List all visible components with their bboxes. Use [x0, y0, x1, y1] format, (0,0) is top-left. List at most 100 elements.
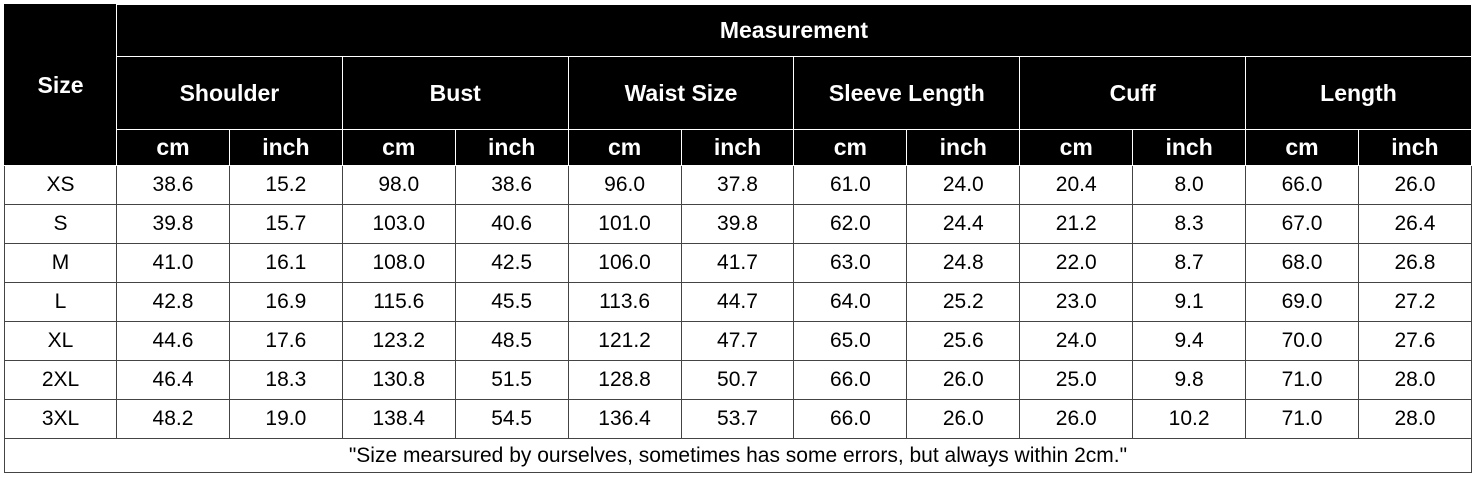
- value-cell: 136.4: [567, 399, 682, 439]
- value-cell: 106.0: [567, 243, 682, 283]
- value-cell: 115.6: [341, 282, 456, 322]
- value-cell: 65.0: [793, 321, 908, 361]
- size-chart: Size Measurement Shoulder Bust Waist Size Sle…: [4, 4, 1472, 473]
- value-cell: 24.0: [906, 165, 1021, 205]
- unit-header: cm: [567, 129, 682, 166]
- value-cell: 37.8: [680, 165, 795, 205]
- value-cell: 9.4: [1132, 321, 1247, 361]
- value-cell: 53.7: [680, 399, 795, 439]
- value-cell: 15.2: [228, 165, 343, 205]
- data-row: M 41.0 16.1 108.0 42.5 106.0 41.7 63.0 24.8 22.0 8…: [4, 243, 1472, 283]
- value-cell: 45.5: [454, 282, 569, 322]
- size-cell: XS: [4, 165, 117, 205]
- value-cell: 10.2: [1132, 399, 1247, 439]
- measure-header: Length: [1245, 56, 1472, 130]
- measure-header: Bust: [341, 56, 569, 130]
- unit-header: cm: [1019, 129, 1134, 166]
- value-cell: 27.2: [1357, 282, 1472, 322]
- value-cell: 26.0: [906, 360, 1021, 400]
- value-cell: 20.4: [1019, 165, 1134, 205]
- value-cell: 67.0: [1245, 204, 1359, 244]
- size-table: Size Measurement Shoulder Bust Waist Size Sle…: [4, 4, 1472, 473]
- data-row: XL 44.6 17.6 123.2 48.5 121.2 47.7 65.0 25.6 24.0…: [4, 321, 1472, 361]
- value-cell: 16.9: [228, 282, 343, 322]
- value-cell: 9.8: [1132, 360, 1247, 400]
- data-row: L 42.8 16.9 115.6 45.5 113.6 44.7 64.0 25.2 23.0 9…: [4, 282, 1472, 322]
- value-cell: 39.8: [680, 204, 795, 244]
- value-cell: 61.0: [793, 165, 908, 205]
- value-cell: 15.7: [228, 204, 343, 244]
- value-cell: 25.2: [906, 282, 1021, 322]
- value-cell: 103.0: [341, 204, 456, 244]
- value-cell: 26.0: [906, 399, 1021, 439]
- value-cell: 8.0: [1132, 165, 1247, 205]
- value-cell: 47.7: [680, 321, 795, 361]
- value-cell: 8.3: [1132, 204, 1247, 244]
- measure-header: Cuff: [1019, 56, 1247, 130]
- value-cell: 48.5: [454, 321, 569, 361]
- unit-header: inch: [1357, 129, 1472, 166]
- size-cell: L: [4, 282, 117, 322]
- value-cell: 27.6: [1357, 321, 1472, 361]
- value-cell: 64.0: [793, 282, 908, 322]
- measure-header: Waist Size: [567, 56, 795, 130]
- value-cell: 63.0: [793, 243, 908, 283]
- value-cell: 66.0: [793, 399, 908, 439]
- value-cell: 44.6: [116, 321, 230, 361]
- value-cell: 25.0: [1019, 360, 1134, 400]
- value-cell: 41.7: [680, 243, 795, 283]
- data-row: XS 38.6 15.2 98.0 38.6 96.0 37.8 61.0 24.0 20.4 8.…: [4, 165, 1472, 205]
- value-cell: 71.0: [1245, 360, 1359, 400]
- data-row: 3XL 48.2 19.0 138.4 54.5 136.4 53.7 66.0 26.0 26.…: [4, 399, 1472, 439]
- value-cell: 113.6: [567, 282, 682, 322]
- note-row: "Size mearsured by ourselves, sometimes …: [4, 438, 1472, 473]
- group-header: Measurement: [116, 4, 1472, 57]
- value-cell: 71.0: [1245, 399, 1359, 439]
- value-cell: 18.3: [228, 360, 343, 400]
- value-cell: 101.0: [567, 204, 682, 244]
- unit-row: cm inch cm inch cm inch cm inch cm inch cm inch: [5, 129, 1472, 166]
- size-cell: 2XL: [4, 360, 117, 400]
- value-cell: 108.0: [341, 243, 456, 283]
- value-cell: 69.0: [1245, 282, 1359, 322]
- unit-header: inch: [454, 129, 569, 166]
- unit-header: cm: [1245, 129, 1359, 166]
- unit-header: cm: [116, 129, 230, 166]
- unit-header: inch: [906, 129, 1021, 166]
- value-cell: 22.0: [1019, 243, 1134, 283]
- value-cell: 24.0: [1019, 321, 1134, 361]
- value-cell: 123.2: [341, 321, 456, 361]
- value-cell: 62.0: [793, 204, 908, 244]
- value-cell: 25.6: [906, 321, 1021, 361]
- value-cell: 21.2: [1019, 204, 1134, 244]
- value-cell: 138.4: [341, 399, 456, 439]
- size-cell: S: [4, 204, 117, 244]
- unit-header: cm: [793, 129, 908, 166]
- value-cell: 38.6: [454, 165, 569, 205]
- value-cell: 19.0: [228, 399, 343, 439]
- value-cell: 42.8: [116, 282, 230, 322]
- value-cell: 51.5: [454, 360, 569, 400]
- header-row: Shoulder Bust Waist Size Sleeve Length Cuff L…: [5, 56, 1472, 130]
- value-cell: 9.1: [1132, 282, 1247, 322]
- unit-header: cm: [341, 129, 456, 166]
- value-cell: 66.0: [1245, 165, 1359, 205]
- value-cell: 39.8: [116, 204, 230, 244]
- value-cell: 24.4: [906, 204, 1021, 244]
- value-cell: 26.0: [1357, 165, 1472, 205]
- size-header: Size: [4, 4, 117, 166]
- value-cell: 98.0: [341, 165, 456, 205]
- value-cell: 66.0: [793, 360, 908, 400]
- measure-header: Sleeve Length: [793, 56, 1021, 130]
- unit-header: inch: [680, 129, 795, 166]
- value-cell: 16.1: [228, 243, 343, 283]
- data-row: 2XL 46.4 18.3 130.8 51.5 128.8 50.7 66.0 26.0 25.…: [4, 360, 1472, 400]
- unit-header: inch: [1132, 129, 1247, 166]
- value-cell: 24.8: [906, 243, 1021, 283]
- value-cell: 26.0: [1019, 399, 1134, 439]
- value-cell: 121.2: [567, 321, 682, 361]
- value-cell: 28.0: [1357, 399, 1472, 439]
- size-cell: XL: [4, 321, 117, 361]
- header-row: Size Measurement: [4, 4, 1472, 166]
